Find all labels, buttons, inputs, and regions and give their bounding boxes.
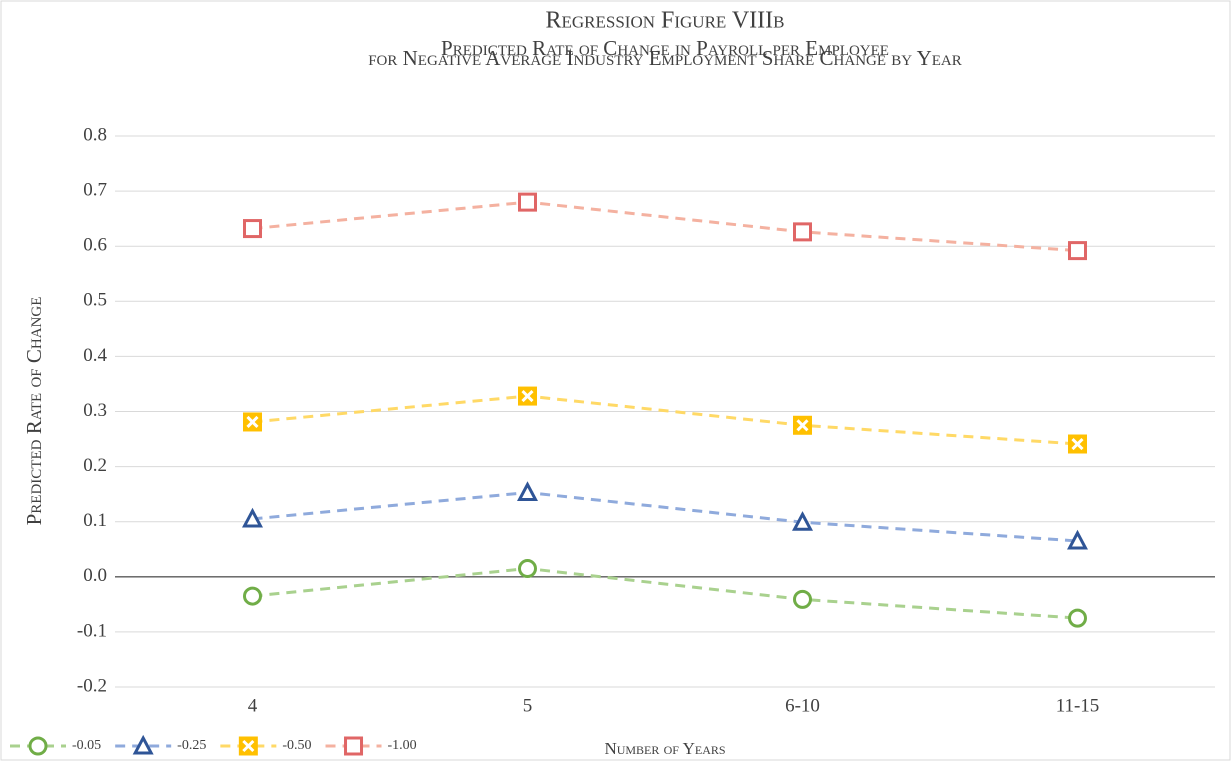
data-point-part — [1068, 241, 1087, 261]
data-point — [518, 559, 537, 579]
y-tick-label: 0.7 — [83, 179, 107, 200]
x-axis-label: Number of Years — [604, 739, 725, 758]
chart-title: Regression Figure VIIIb — [545, 8, 784, 34]
data-point-part — [517, 481, 538, 501]
data-point-part — [793, 222, 812, 242]
y-tick-label: 0.8 — [83, 124, 107, 145]
data-point-part — [518, 192, 537, 212]
data-point — [518, 386, 537, 406]
y-tick-label: 0.5 — [83, 290, 107, 311]
legend-label: -1.00 — [388, 738, 417, 753]
data-point-part — [242, 507, 263, 528]
data-point — [243, 412, 262, 432]
chart-subtitle: for Negative Average Industry Employment… — [368, 46, 962, 70]
legend-marker-part — [344, 736, 364, 756]
x-tick-label: 4 — [248, 695, 258, 716]
data-point-part — [793, 589, 812, 609]
legend-label: -0.05 — [72, 738, 101, 753]
data-point — [243, 219, 262, 239]
legend-marker — [28, 736, 48, 756]
data-point — [242, 507, 263, 528]
data-point-part — [243, 219, 262, 239]
legend-label: -0.25 — [177, 738, 206, 753]
series-line — [252, 567, 1078, 620]
legend-marker-part — [28, 736, 48, 756]
series-line — [252, 394, 1078, 446]
y-tick-label: 0.0 — [83, 565, 107, 586]
data-point-part — [521, 390, 534, 403]
data-point-part — [246, 415, 259, 429]
x-tick-label: 6-10 — [785, 695, 820, 716]
data-point — [793, 589, 812, 609]
data-point — [792, 511, 813, 531]
legend-marker-part — [242, 739, 255, 753]
data-point — [793, 222, 812, 242]
data-point-part — [792, 511, 813, 531]
y-tick-label: 0.1 — [83, 510, 107, 531]
data-point — [243, 586, 262, 606]
legend-marker — [344, 736, 364, 756]
data-point-part — [518, 559, 537, 579]
legend-marker — [132, 734, 154, 755]
legend-marker-part — [132, 734, 154, 755]
legend-label: -0.50 — [282, 738, 311, 753]
y-tick-label: -0.1 — [77, 620, 107, 641]
data-point — [1068, 608, 1087, 628]
data-point-part — [1068, 608, 1087, 628]
series-line — [252, 490, 1078, 543]
data-point — [517, 481, 538, 501]
data-point-part — [1071, 437, 1084, 451]
y-tick-label: -0.2 — [77, 675, 107, 696]
chart-subtitle: Predicted Rate of Change in Payroll per … — [441, 36, 889, 60]
data-point — [1067, 529, 1088, 550]
data-point — [518, 192, 537, 212]
y-tick-label: 0.2 — [83, 455, 107, 476]
series-line — [252, 200, 1078, 253]
y-tick-label: 0.4 — [83, 345, 107, 366]
x-tick-label: 11-15 — [1056, 695, 1100, 716]
data-point-part — [796, 419, 809, 432]
y-tick-label: 0.6 — [83, 235, 107, 256]
data-point — [1068, 434, 1087, 454]
y-tick-label: 0.3 — [83, 400, 107, 421]
data-point — [793, 415, 812, 435]
x-tick-label: 5 — [523, 695, 533, 716]
data-point-part — [1067, 529, 1088, 550]
data-point-part — [243, 586, 262, 606]
legend-marker — [238, 736, 258, 756]
y-axis-label: Predicted Rate of Change — [22, 297, 46, 526]
data-point — [1068, 241, 1087, 261]
